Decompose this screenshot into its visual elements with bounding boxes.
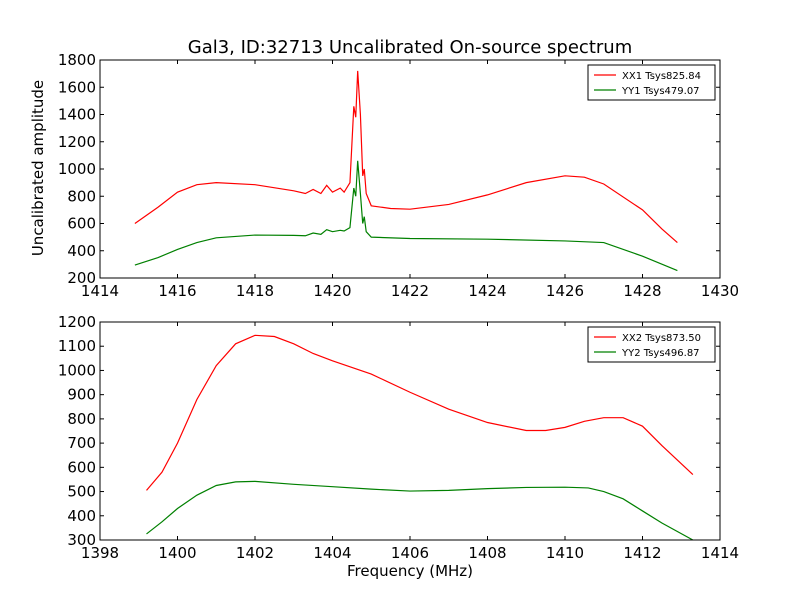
y-tick-label: 1400: [58, 106, 96, 124]
y-tick-label: 500: [67, 483, 96, 501]
x-tick-label: 1426: [546, 282, 584, 300]
legend-label: YY2 Tsys496.87: [621, 348, 700, 359]
y-tick-label: 1800: [58, 51, 96, 69]
legend-label: YY1 Tsys479.07: [621, 86, 700, 97]
y-tick-label: 1000: [58, 160, 96, 178]
series-line-xx: [134, 70, 678, 244]
bottom-plot-area: 1398 1400 1402 1404 1406 1408 1410 1412 1414 300 4…: [58, 313, 739, 562]
x-tick-label: 1402: [236, 544, 274, 562]
y-axis-label: Uncalibrated amplitude: [29, 80, 47, 256]
y-tick-label: 400: [67, 242, 96, 260]
x-tick-label: 1406: [391, 544, 429, 562]
y-tick-label: 600: [67, 458, 96, 476]
legend: XX2 Tsys873.50 YY2 Tsys496.87: [587, 326, 716, 363]
x-tick-label: 1424: [468, 282, 506, 300]
y-tick-label: 300: [67, 531, 96, 549]
chart-title: Gal3, ID:32713 Uncalibrated On-source sp…: [188, 37, 632, 58]
y-tick-label: 600: [67, 215, 96, 233]
x-tick-label: 1430: [701, 282, 739, 300]
x-tick-label: 1418: [236, 282, 274, 300]
y-tick-label: 700: [67, 434, 96, 452]
x-tick-label: 1400: [158, 544, 196, 562]
top-spectrum-chart: Gal3, ID:32713 Uncalibrated On-source sp…: [29, 37, 739, 300]
x-tick-label: 1414: [701, 544, 739, 562]
y-tick-label: 200: [67, 269, 96, 287]
y-tick-label: 1000: [58, 361, 96, 379]
x-tick-label: 1428: [623, 282, 661, 300]
x-tick-label: 1410: [546, 544, 584, 562]
x-tick-label: 1416: [158, 282, 196, 300]
y-tick-label: 800: [67, 410, 96, 428]
series-line-yy: [146, 480, 694, 540]
x-tick-label: 1408: [468, 544, 506, 562]
bottom-spectrum-chart: Frequency (MHz) 1398 1400 1402 1404 1406 1408…: [58, 313, 739, 580]
y-tick-label: 1100: [58, 337, 96, 355]
y-tick-label: 400: [67, 507, 96, 525]
y-tick-label: 1200: [58, 133, 96, 151]
y-tick-label: 800: [67, 187, 96, 205]
series-line-xx: [146, 334, 694, 491]
y-tick-label: 1200: [58, 313, 96, 331]
x-tick-label: 1420: [313, 282, 351, 300]
legend: XX1 Tsys825.84 YY1 Tsys479.07: [587, 64, 716, 101]
x-tick-label: 1414: [81, 282, 119, 300]
legend-box: [587, 326, 716, 363]
series-line-yy: [134, 160, 678, 272]
legend-box: [587, 64, 716, 101]
legend-label: XX1 Tsys825.84: [622, 71, 701, 82]
x-tick-label: 1412: [623, 544, 661, 562]
y-tick-label: 900: [67, 386, 96, 404]
top-plot-area: 1414 1416 1418 1420 1422 1424 1426 1428 1430 200 4…: [58, 51, 739, 300]
x-axis-label: Frequency (MHz): [347, 562, 473, 580]
y-tick-label: 1600: [58, 78, 96, 96]
legend-label: XX2 Tsys873.50: [622, 333, 701, 344]
x-tick-label: 1404: [313, 544, 351, 562]
x-tick-label: 1422: [391, 282, 429, 300]
x-tick-label: 1398: [81, 544, 119, 562]
